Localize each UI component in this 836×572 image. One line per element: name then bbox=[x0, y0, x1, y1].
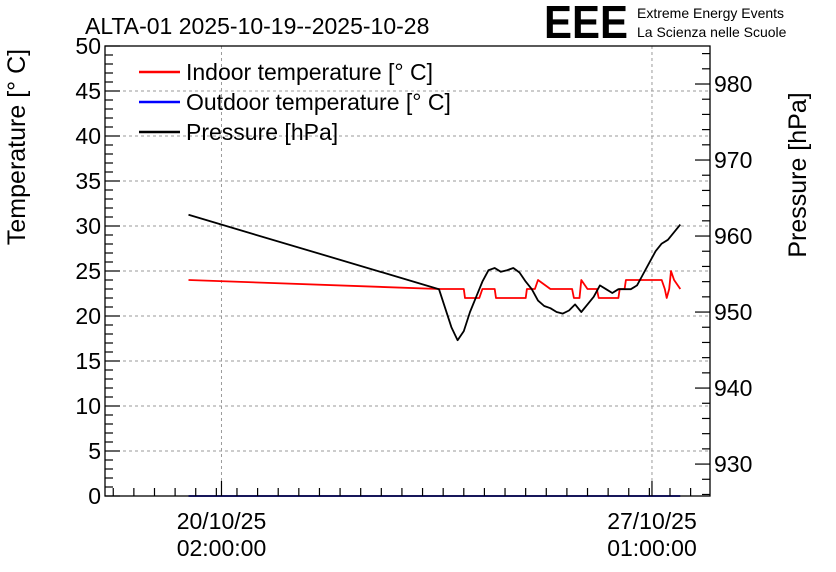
y-tick-label: 35 bbox=[75, 168, 101, 194]
x-tick-time-label: 01:00:00 bbox=[607, 535, 697, 561]
tick-labels: 0 5 10 15 20 25 30 35 40 45 50 930 940 950 960 970 980 20… bbox=[75, 33, 752, 561]
y-tick-label: 5 bbox=[88, 438, 101, 464]
y2-tick-label: 940 bbox=[714, 375, 752, 401]
y-axis-label: Temperature [° C] bbox=[3, 49, 31, 245]
eee-logo-mark: EEE bbox=[544, 0, 628, 48]
y2-tick-label: 930 bbox=[714, 451, 752, 477]
y-tick-label: 30 bbox=[75, 213, 101, 239]
y2-tick-label: 950 bbox=[714, 299, 752, 325]
y2-tick-label: 980 bbox=[714, 71, 752, 97]
grid bbox=[105, 45, 710, 496]
eee-logo: EEE Extreme Energy Events La Scienza nel… bbox=[544, 0, 787, 48]
y-tick-label: 25 bbox=[75, 258, 101, 284]
y2-tick-label: 970 bbox=[714, 147, 752, 173]
y-tick-label: 45 bbox=[75, 78, 101, 104]
y2-tick-label: 960 bbox=[714, 223, 752, 249]
y-tick-label: 50 bbox=[75, 33, 101, 59]
eee-logo-line1: Extreme Energy Events bbox=[637, 5, 784, 21]
y-tick-label: 10 bbox=[75, 393, 101, 419]
legend-label: Indoor temperature [° C] bbox=[186, 59, 433, 85]
series-line-1 bbox=[188, 270, 682, 299]
legend: Indoor temperature [° C] Outdoor temperat… bbox=[139, 59, 451, 145]
x-tick-date-label: 20/10/25 bbox=[177, 508, 267, 534]
y-tick-label: 0 bbox=[88, 483, 101, 509]
y-tick-label: 15 bbox=[75, 348, 101, 374]
x-tick-date-label: 27/10/25 bbox=[607, 508, 697, 534]
y2-axis-label: Pressure [hPa] bbox=[784, 92, 812, 257]
legend-label: Pressure [hPa] bbox=[186, 119, 338, 145]
axes bbox=[104, 45, 711, 497]
series-line-3 bbox=[188, 213, 681, 342]
legend-label: Outdoor temperature [° C] bbox=[186, 89, 451, 115]
eee-logo-line2: La Scienza nelle Scuole bbox=[637, 24, 787, 40]
y-tick-label: 40 bbox=[75, 123, 101, 149]
x-tick-time-label: 02:00:00 bbox=[177, 535, 267, 561]
chart-title: ALTA-01 2025-10-19--2025-10-28 bbox=[85, 13, 429, 39]
y-tick-label: 20 bbox=[75, 303, 101, 329]
